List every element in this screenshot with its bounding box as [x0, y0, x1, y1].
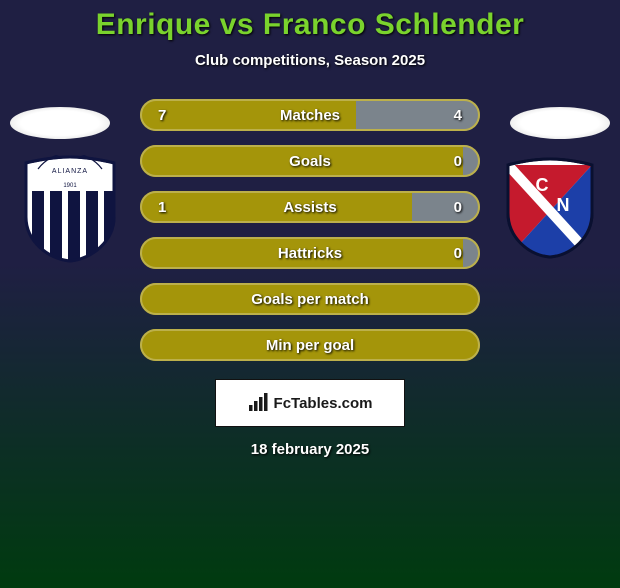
attribution-text: FcTables.com	[274, 395, 373, 412]
stat-bar: Assists10	[140, 191, 480, 223]
stat-bar: Matches74	[140, 99, 480, 131]
stat-bar-left-segment	[140, 237, 463, 269]
stat-bar: Hattricks0	[140, 237, 480, 269]
svg-text:C: C	[536, 175, 549, 195]
attribution-box: FcTables.com	[215, 379, 405, 427]
stat-bar: Goals per match	[140, 283, 480, 315]
page-title: Enrique vs Franco Schlender	[0, 8, 620, 42]
stat-bars: Matches74 Goals0 Assists10 Hattricks0 Goals …	[140, 99, 480, 361]
player-left-photo-placeholder	[10, 107, 110, 139]
comparison-area: ALIANZA 1901 C N Matches74 Goals0 Assists1…	[0, 99, 620, 361]
stat-bar-left-segment	[140, 99, 356, 131]
club-nacional-crest-icon: C N	[500, 155, 600, 263]
signal-icon	[248, 393, 268, 413]
stat-bar: Goals0	[140, 145, 480, 177]
stat-bar: Min per goal	[140, 329, 480, 361]
svg-text:ALIANZA: ALIANZA	[52, 168, 88, 175]
player-right-photo-placeholder	[510, 107, 610, 139]
date-text: 18 february 2025	[0, 441, 620, 458]
svg-text:1901: 1901	[63, 183, 77, 189]
stat-bar-left-segment	[140, 283, 480, 315]
stat-bar-right-segment	[463, 145, 480, 177]
stat-bar-right-segment	[412, 191, 480, 223]
stat-bar-left-segment	[140, 145, 463, 177]
stat-bar-right-segment	[356, 99, 480, 131]
subtitle: Club competitions, Season 2025	[0, 52, 620, 69]
stat-bar-left-segment	[140, 329, 480, 361]
stat-bar-right-segment	[463, 237, 480, 269]
club-alianza-lima-crest-icon: ALIANZA 1901	[20, 155, 120, 263]
stat-bar-left-segment	[140, 191, 412, 223]
svg-text:N: N	[557, 195, 570, 215]
